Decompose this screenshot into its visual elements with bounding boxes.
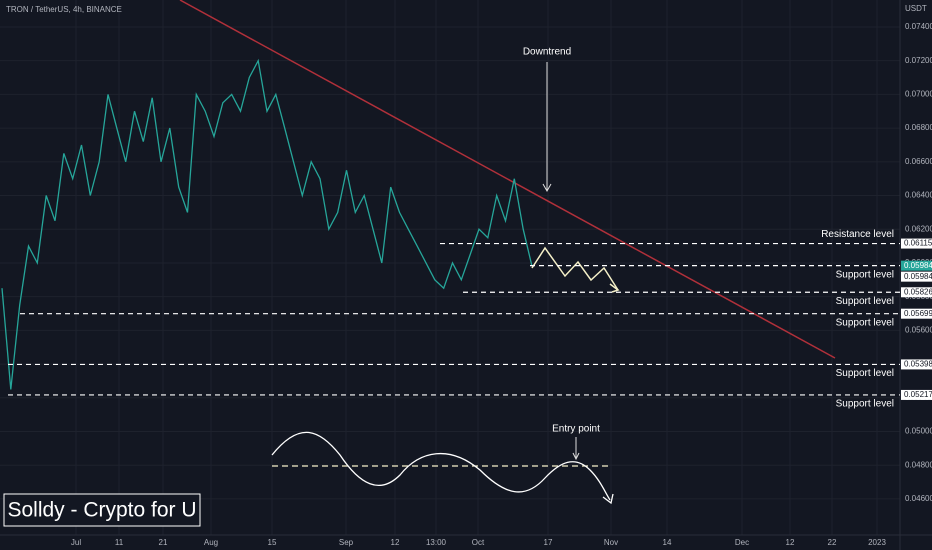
x-tick-label: 11 (115, 538, 124, 547)
x-tick-label: 22 (828, 538, 837, 547)
y-tick-label: 0.07000 (905, 90, 932, 99)
y-tick-label: 0.05000 (905, 427, 932, 436)
level-label: Support level (836, 399, 894, 410)
trend-line (179, 0, 836, 359)
annotation: Downtrend (523, 47, 571, 58)
y-tick-label: 0.04600 (905, 494, 932, 503)
plot (1, 58, 533, 390)
price-tag-label: 0.06115 (904, 239, 932, 248)
x-tick-label: Aug (204, 538, 218, 547)
price-line (1, 58, 533, 390)
y-tick-label: 0.06400 (905, 191, 932, 200)
axis-unit: USDT (905, 4, 927, 13)
level-label: Resistance level (821, 229, 894, 240)
chart-title: TRON / TetherUS, 4h, BINANCE (6, 5, 122, 14)
price-tag-label: 0.05398 (904, 360, 932, 369)
y-tick-label: 0.05600 (905, 325, 932, 334)
entry-wave (271, 431, 611, 501)
y-tick-label: 0.07400 (905, 22, 932, 31)
level-label: Support level (836, 317, 894, 328)
price-tag (901, 287, 932, 298)
watermark: Solldy - Crypto for U (7, 499, 196, 522)
annotation: Entry point (552, 424, 600, 435)
y-tick-label: 0.07200 (905, 56, 932, 65)
x-tick-label: 14 (663, 538, 672, 547)
price-tag-label: 0.05984 (904, 272, 932, 281)
x-tick-label: Dec (735, 538, 749, 547)
x-tick-label: 17 (544, 538, 553, 547)
x-tick-label: Sep (339, 538, 354, 547)
arrow-head (609, 283, 620, 293)
x-tick-label: 13:00 (426, 538, 447, 547)
projection-arrow (531, 246, 619, 291)
y-tick-label: 0.06600 (905, 157, 932, 166)
x-tick-label: 21 (159, 538, 168, 547)
x-tick-label: Nov (604, 538, 618, 547)
x-tick-label: 15 (268, 538, 277, 547)
price-tag-label: 0.05217 (904, 390, 932, 399)
level-label: Support level (836, 269, 894, 280)
level-label: Support level (836, 368, 894, 379)
grid (0, 0, 900, 535)
last-price-label: 0.05984 (904, 261, 932, 270)
price-tag (901, 238, 932, 249)
x-tick-label: 12 (391, 538, 400, 547)
x-tick-label: Oct (472, 538, 485, 547)
price-tag-label: 0.05699 (904, 309, 932, 318)
x-tick-label: Jul (71, 538, 81, 547)
x-tick-label: 12 (786, 538, 795, 547)
price-tag (901, 271, 932, 282)
level-label: Support level (836, 296, 894, 307)
y-tick-label: 0.06800 (905, 123, 932, 132)
price-tag (901, 389, 932, 400)
arrow-head (572, 452, 580, 461)
y-tick-label: 0.04800 (905, 460, 932, 469)
arrow-head (542, 183, 552, 193)
x-tick-label: 2023 (868, 538, 886, 547)
arrow-head (602, 493, 614, 505)
watermark-box (3, 493, 201, 527)
price-tag (901, 359, 932, 370)
price-tag (901, 308, 932, 319)
price-tag-label: 0.05826 (904, 287, 932, 296)
y-tick-label: 0.06200 (905, 224, 932, 233)
last-price-tag (901, 260, 932, 271)
